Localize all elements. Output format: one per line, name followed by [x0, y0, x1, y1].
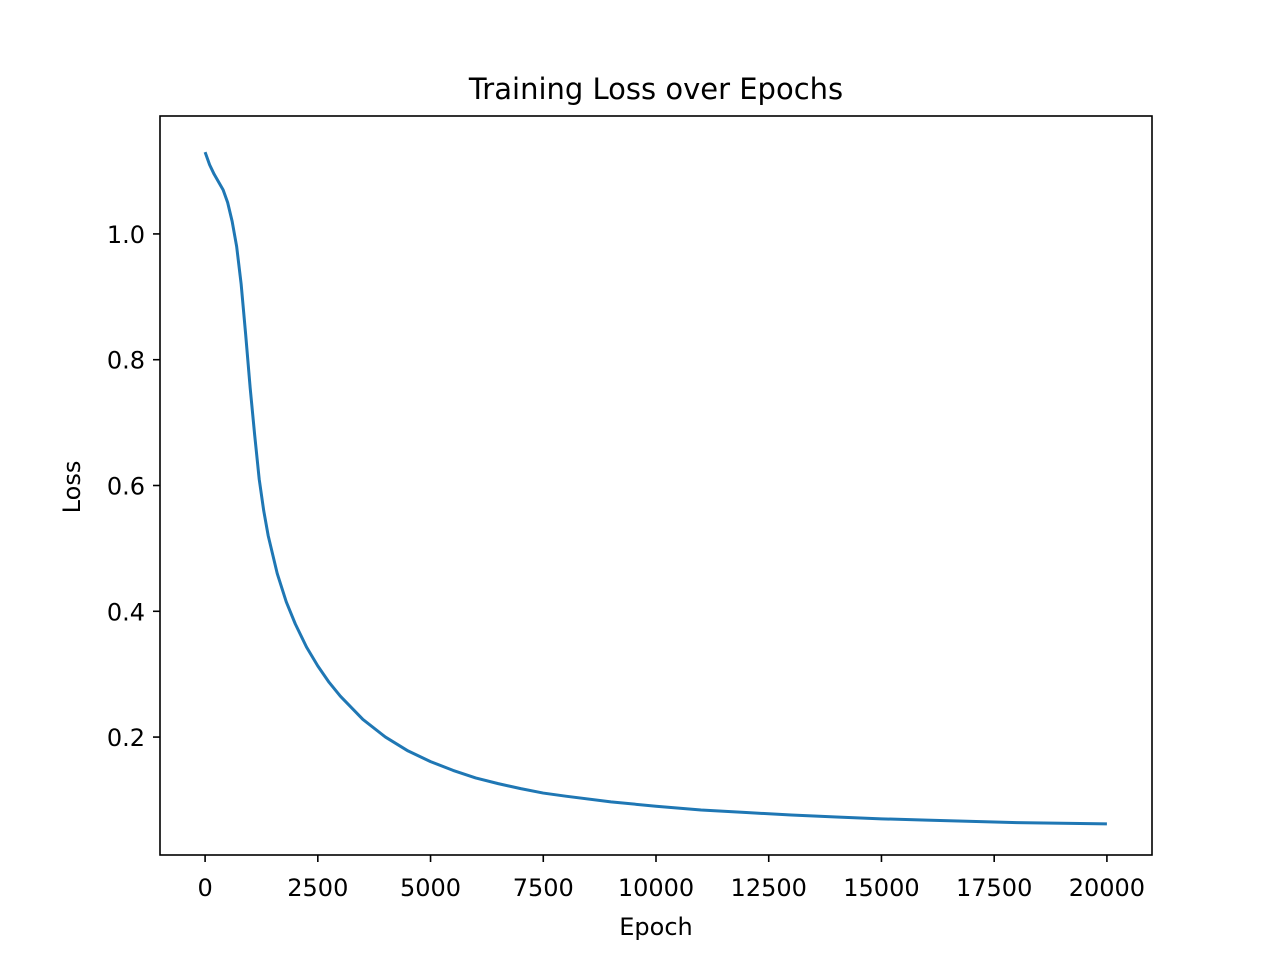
x-axis-label: Epoch — [619, 913, 693, 941]
x-tick-label: 20000 — [1069, 874, 1145, 902]
y-tick-label: 0.8 — [107, 347, 145, 375]
y-axis-label: Loss — [58, 461, 86, 514]
x-tick-label: 0 — [197, 874, 212, 902]
chart-title: Training Loss over Epochs — [468, 72, 843, 106]
x-tick-label: 5000 — [400, 874, 461, 902]
y-tick-label: 0.2 — [107, 724, 145, 752]
x-tick-label: 2500 — [287, 874, 348, 902]
axes-frame — [159, 115, 1153, 856]
y-tick-label: 1.0 — [107, 221, 145, 249]
x-tick-label: 12500 — [731, 874, 807, 902]
x-tick-label: 17500 — [956, 874, 1032, 902]
y-tick-label: 0.6 — [107, 473, 145, 501]
y-tick-label: 0.4 — [107, 598, 145, 626]
x-tick-label: 7500 — [513, 874, 574, 902]
x-tick-label: 10000 — [618, 874, 694, 902]
x-tick-label: 15000 — [843, 874, 919, 902]
plot-area: 0 2500 5000 7500 10000 12500 15000 17500 20000 0.… — [107, 115, 1153, 902]
series-line-0 — [203, 151, 1107, 826]
